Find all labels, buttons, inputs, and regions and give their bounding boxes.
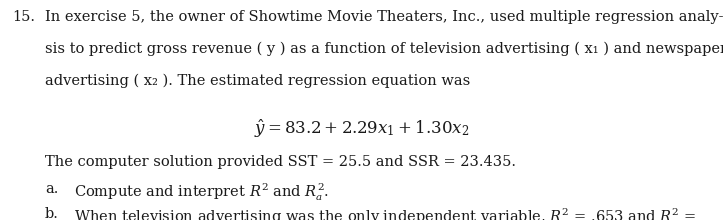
Text: $\hat{y} = 83.2 + 2.29x_1 + 1.30x_2$: $\hat{y} = 83.2 + 2.29x_1 + 1.30x_2$ [254, 118, 469, 140]
Text: a.: a. [45, 182, 58, 196]
Text: The computer solution provided SST = 25.5 and SSR = 23.435.: The computer solution provided SST = 25.… [45, 155, 515, 169]
Text: In exercise 5, the owner of Showtime Movie Theaters, Inc., used multiple regress: In exercise 5, the owner of Showtime Mov… [45, 10, 723, 24]
Text: b.: b. [45, 207, 59, 220]
Text: sis to predict gross revenue ( y ) as a function of television advertising ( x₁ : sis to predict gross revenue ( y ) as a … [45, 42, 723, 56]
Text: When television advertising was the only independent variable, $R^2$ = .653 and : When television advertising was the only… [74, 207, 696, 220]
Text: 15.: 15. [12, 10, 35, 24]
Text: advertising ( x₂ ). The estimated regression equation was: advertising ( x₂ ). The estimated regres… [45, 74, 470, 88]
Text: Compute and interpret $R^2$ and $R_a^2$.: Compute and interpret $R^2$ and $R_a^2$. [74, 182, 329, 203]
